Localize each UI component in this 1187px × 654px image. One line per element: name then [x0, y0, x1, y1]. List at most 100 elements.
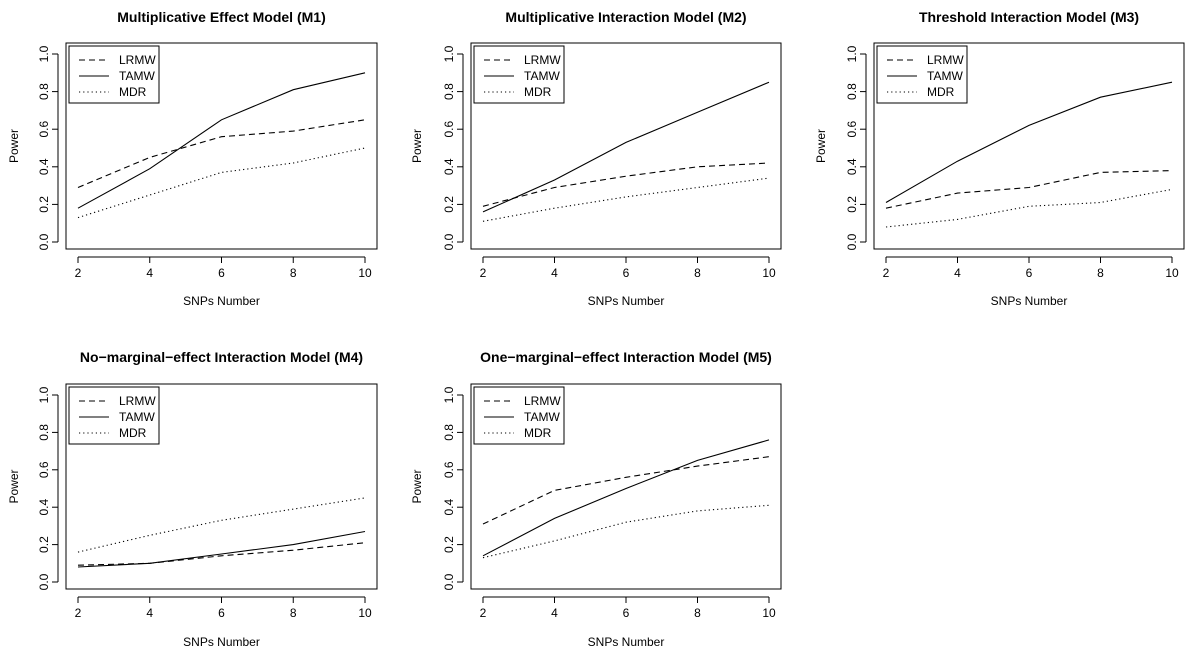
y-tick-label: 1.0 — [37, 386, 51, 403]
legend-label: TAMW — [524, 410, 560, 424]
plot-panel-2: Multiplicative Interaction Model (M2) 2 4 6… — [410, 9, 782, 308]
panel-title: Multiplicative Interaction Model (M2) — [505, 9, 746, 25]
panel-title: Multiplicative Effect Model (M1) — [117, 9, 325, 25]
legend-label: MDR — [119, 85, 147, 99]
plot-frame — [65, 42, 378, 250]
x-tick-label: 10 — [762, 266, 776, 280]
plot-frame — [873, 42, 1185, 250]
series-line-mdr — [77, 147, 366, 219]
y-axis-label: Power — [7, 469, 21, 503]
y-tick-label: 0.6 — [37, 121, 51, 138]
legend-label: LRMW — [524, 53, 561, 67]
legend-label: MDR — [927, 85, 955, 99]
x-axis-label: SNPs Number — [183, 294, 260, 308]
y-tick-label: 0.8 — [37, 83, 51, 100]
series-line-mdr — [482, 177, 770, 222]
legend-box — [68, 386, 160, 445]
series-line-tamw — [482, 439, 770, 557]
x-tick-label: 4 — [551, 266, 558, 280]
y-tick-label: 0.8 — [442, 83, 456, 100]
panel-title: No−marginal−effect Interaction Model (M4… — [80, 349, 363, 365]
plot-frame — [65, 383, 378, 590]
x-tick-label: 10 — [762, 606, 776, 620]
x-tick-label: 8 — [694, 606, 701, 620]
x-tick-label: 6 — [623, 606, 630, 620]
y-tick-label: 1.0 — [442, 45, 456, 62]
x-tick-label: 8 — [290, 606, 297, 620]
series-line-lrmw — [885, 170, 1173, 209]
series-line-tamw — [77, 530, 366, 568]
x-tick-label: 4 — [146, 266, 153, 280]
y-tick-label: 0.8 — [845, 83, 859, 100]
y-tick-label: 0.0 — [442, 573, 456, 590]
plot-panel-5: One−marginal−effect Interaction Model (M… — [410, 349, 782, 649]
x-tick-label: 2 — [480, 606, 487, 620]
y-tick-label: 0.4 — [37, 499, 51, 516]
series-line-lrmw — [482, 162, 770, 207]
legend-box — [473, 45, 565, 104]
x-tick-label: 2 — [75, 266, 82, 280]
series-line-mdr — [885, 188, 1173, 228]
y-tick-label: 0.4 — [442, 158, 456, 175]
y-tick-label: 0.6 — [442, 121, 456, 138]
y-tick-label: 0.0 — [37, 573, 51, 590]
x-tick-label: 10 — [358, 606, 372, 620]
series-line-tamw — [482, 81, 770, 213]
plot-panel-3: Threshold Interaction Model (M3) 2 4 6 8 10 0.… — [814, 9, 1185, 308]
y-tick-label: 0.0 — [37, 233, 51, 250]
plot-frame — [470, 383, 782, 590]
y-tick-label: 1.0 — [845, 45, 859, 62]
series-line-lrmw — [482, 456, 770, 525]
x-tick-label: 6 — [218, 606, 225, 620]
y-tick-label: 0.4 — [442, 499, 456, 516]
y-tick-label: 1.0 — [442, 386, 456, 403]
y-tick-label: 0.0 — [845, 233, 859, 250]
y-axis-label: Power — [410, 469, 424, 503]
x-tick-label: 6 — [218, 266, 225, 280]
x-tick-label: 4 — [146, 606, 153, 620]
y-tick-label: 0.6 — [442, 461, 456, 478]
y-tick-label: 0.2 — [845, 196, 859, 213]
x-axis-label: SNPs Number — [991, 294, 1068, 308]
plot-frame — [470, 42, 782, 250]
x-axis-label: SNPs Number — [588, 294, 665, 308]
y-tick-label: 0.4 — [37, 158, 51, 175]
legend-label: TAMW — [119, 410, 155, 424]
series-line-mdr — [77, 497, 366, 553]
y-tick-label: 0.2 — [37, 196, 51, 213]
y-tick-label: 0.2 — [442, 196, 456, 213]
y-tick-label: 0.4 — [845, 158, 859, 175]
legend-label: LRMW — [119, 53, 156, 67]
y-tick-label: 0.6 — [845, 121, 859, 138]
legend-label: TAMW — [119, 69, 155, 83]
y-axis-label: Power — [410, 129, 424, 163]
x-tick-label: 10 — [358, 266, 372, 280]
y-tick-label: 0.2 — [442, 536, 456, 553]
x-tick-label: 6 — [623, 266, 630, 280]
x-tick-label: 10 — [1165, 266, 1179, 280]
y-tick-label: 0.8 — [442, 424, 456, 441]
series-line-lrmw — [77, 119, 366, 189]
x-tick-label: 2 — [883, 266, 890, 280]
series-line-tamw — [77, 72, 366, 209]
plot-panel-4: No−marginal−effect Interaction Model (M4… — [7, 349, 378, 649]
y-axis-label: Power — [7, 129, 21, 163]
legend-label: MDR — [119, 426, 147, 440]
x-tick-label: 8 — [694, 266, 701, 280]
series-line-lrmw — [77, 542, 366, 566]
y-tick-label: 0.6 — [37, 461, 51, 478]
x-axis-label: SNPs Number — [588, 635, 665, 649]
legend-box — [876, 45, 968, 104]
x-tick-label: 2 — [480, 266, 487, 280]
x-tick-label: 4 — [551, 606, 558, 620]
panel-title: One−marginal−effect Interaction Model (M… — [480, 349, 772, 365]
y-tick-label: 1.0 — [37, 45, 51, 62]
x-tick-label: 6 — [1026, 266, 1033, 280]
legend-label: MDR — [524, 426, 552, 440]
legend-label: TAMW — [927, 69, 963, 83]
legend-label: LRMW — [927, 53, 964, 67]
x-tick-label: 8 — [290, 266, 297, 280]
y-tick-label: 0.0 — [442, 233, 456, 250]
legend-label: LRMW — [119, 394, 156, 408]
